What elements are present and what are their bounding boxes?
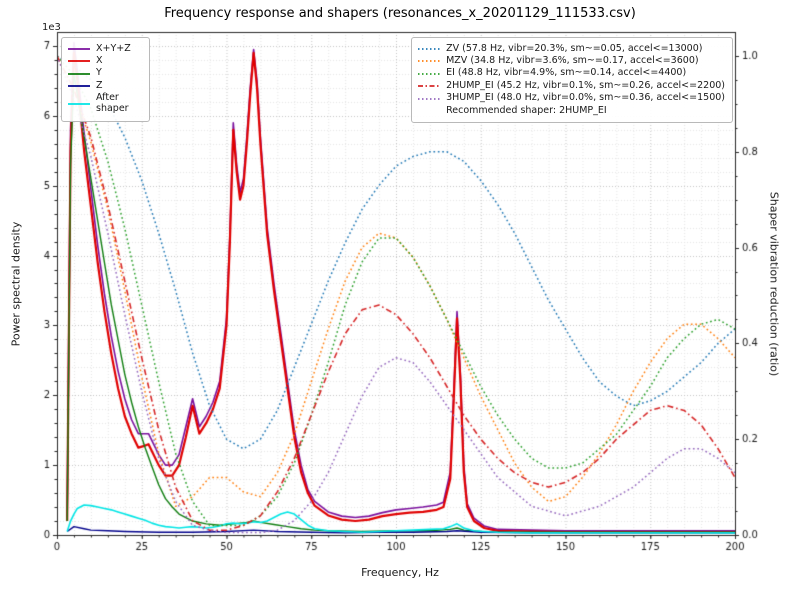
legend-item-label: X xyxy=(96,54,103,66)
legend-item-ei: EI (48.8 Hz, vibr=4.9%, sm~=0.14, accel<… xyxy=(417,67,725,79)
x-axis-label: Frequency, Hz xyxy=(361,566,439,579)
legend-line-swatch xyxy=(68,85,90,88)
chart-title: Frequency response and shapers (resonanc… xyxy=(164,6,636,21)
y-axis-left-label: Power spectral density xyxy=(9,221,23,347)
legend-item-label: EI (48.8 Hz, vibr=4.9%, sm~=0.14, accel<… xyxy=(446,67,687,79)
legend-line-swatch xyxy=(418,85,441,88)
legend-item-label: After shaper xyxy=(96,92,129,115)
legend-line-swatch xyxy=(68,60,90,63)
legend-item-mzv: MZV (34.8 Hz, vibr=3.6%, sm~=0.17, accel… xyxy=(417,54,725,67)
legend-item-2hump-ei: 2HUMP_EI (45.2 Hz, vibr=0.1%, sm~=0.26, … xyxy=(417,79,725,92)
legend-item-label: Z xyxy=(96,79,103,91)
legend-item-3hump-ei: 3HUMP_EI (48.0 Hz, vibr=0.0%, sm~=0.36, … xyxy=(417,92,725,104)
y-axis-right-label: Shaper vibration reduction (ratio) xyxy=(767,191,781,377)
legend-spacer xyxy=(417,106,441,116)
legend-item-label: Recommended shaper: 2HUMP_EI xyxy=(446,104,607,116)
legend-item-label: ZV (57.8 Hz, vibr=20.3%, sm~=0.05, accel… xyxy=(446,42,703,54)
legend-item-label: MZV (34.8 Hz, vibr=3.6%, sm~=0.17, accel… xyxy=(446,54,699,66)
legend-line-swatch xyxy=(418,72,441,75)
legend-item-y: Y xyxy=(67,67,142,79)
legend-shapers: ZV (57.8 Hz, vibr=20.3%, sm~=0.05, accel… xyxy=(411,37,733,124)
legend-line-swatch xyxy=(68,48,90,50)
legend-item-label: 2HUMP_EI (45.2 Hz, vibr=0.1%, sm~=0.26, … xyxy=(446,79,725,91)
legend-line-swatch xyxy=(68,103,90,105)
legend-item-after-shaper: After shaper xyxy=(67,92,142,115)
legend-item-z: Z xyxy=(67,79,142,92)
legend-item-label: Y xyxy=(96,67,102,79)
axis-offset-text: 1e3 xyxy=(42,22,61,33)
legend-item-x-y-z: X+Y+Z xyxy=(67,42,142,55)
legend-line-swatch xyxy=(68,72,90,75)
legend-item-zv: ZV (57.8 Hz, vibr=20.3%, sm~=0.05, accel… xyxy=(417,42,725,55)
legend-item-recommendation: Recommended shaper: 2HUMP_EI xyxy=(417,104,725,117)
legend-line-swatch xyxy=(418,97,441,100)
legend-line-swatch xyxy=(418,48,441,50)
legend-line-swatch xyxy=(418,60,441,63)
legend-item-x: X xyxy=(67,54,142,67)
legend-item-label: 3HUMP_EI (48.0 Hz, vibr=0.0%, sm~=0.36, … xyxy=(446,92,725,104)
legend-psd: X+Y+Z X Y Z After shaper xyxy=(61,37,150,122)
legend-item-label: X+Y+Z xyxy=(96,42,131,54)
